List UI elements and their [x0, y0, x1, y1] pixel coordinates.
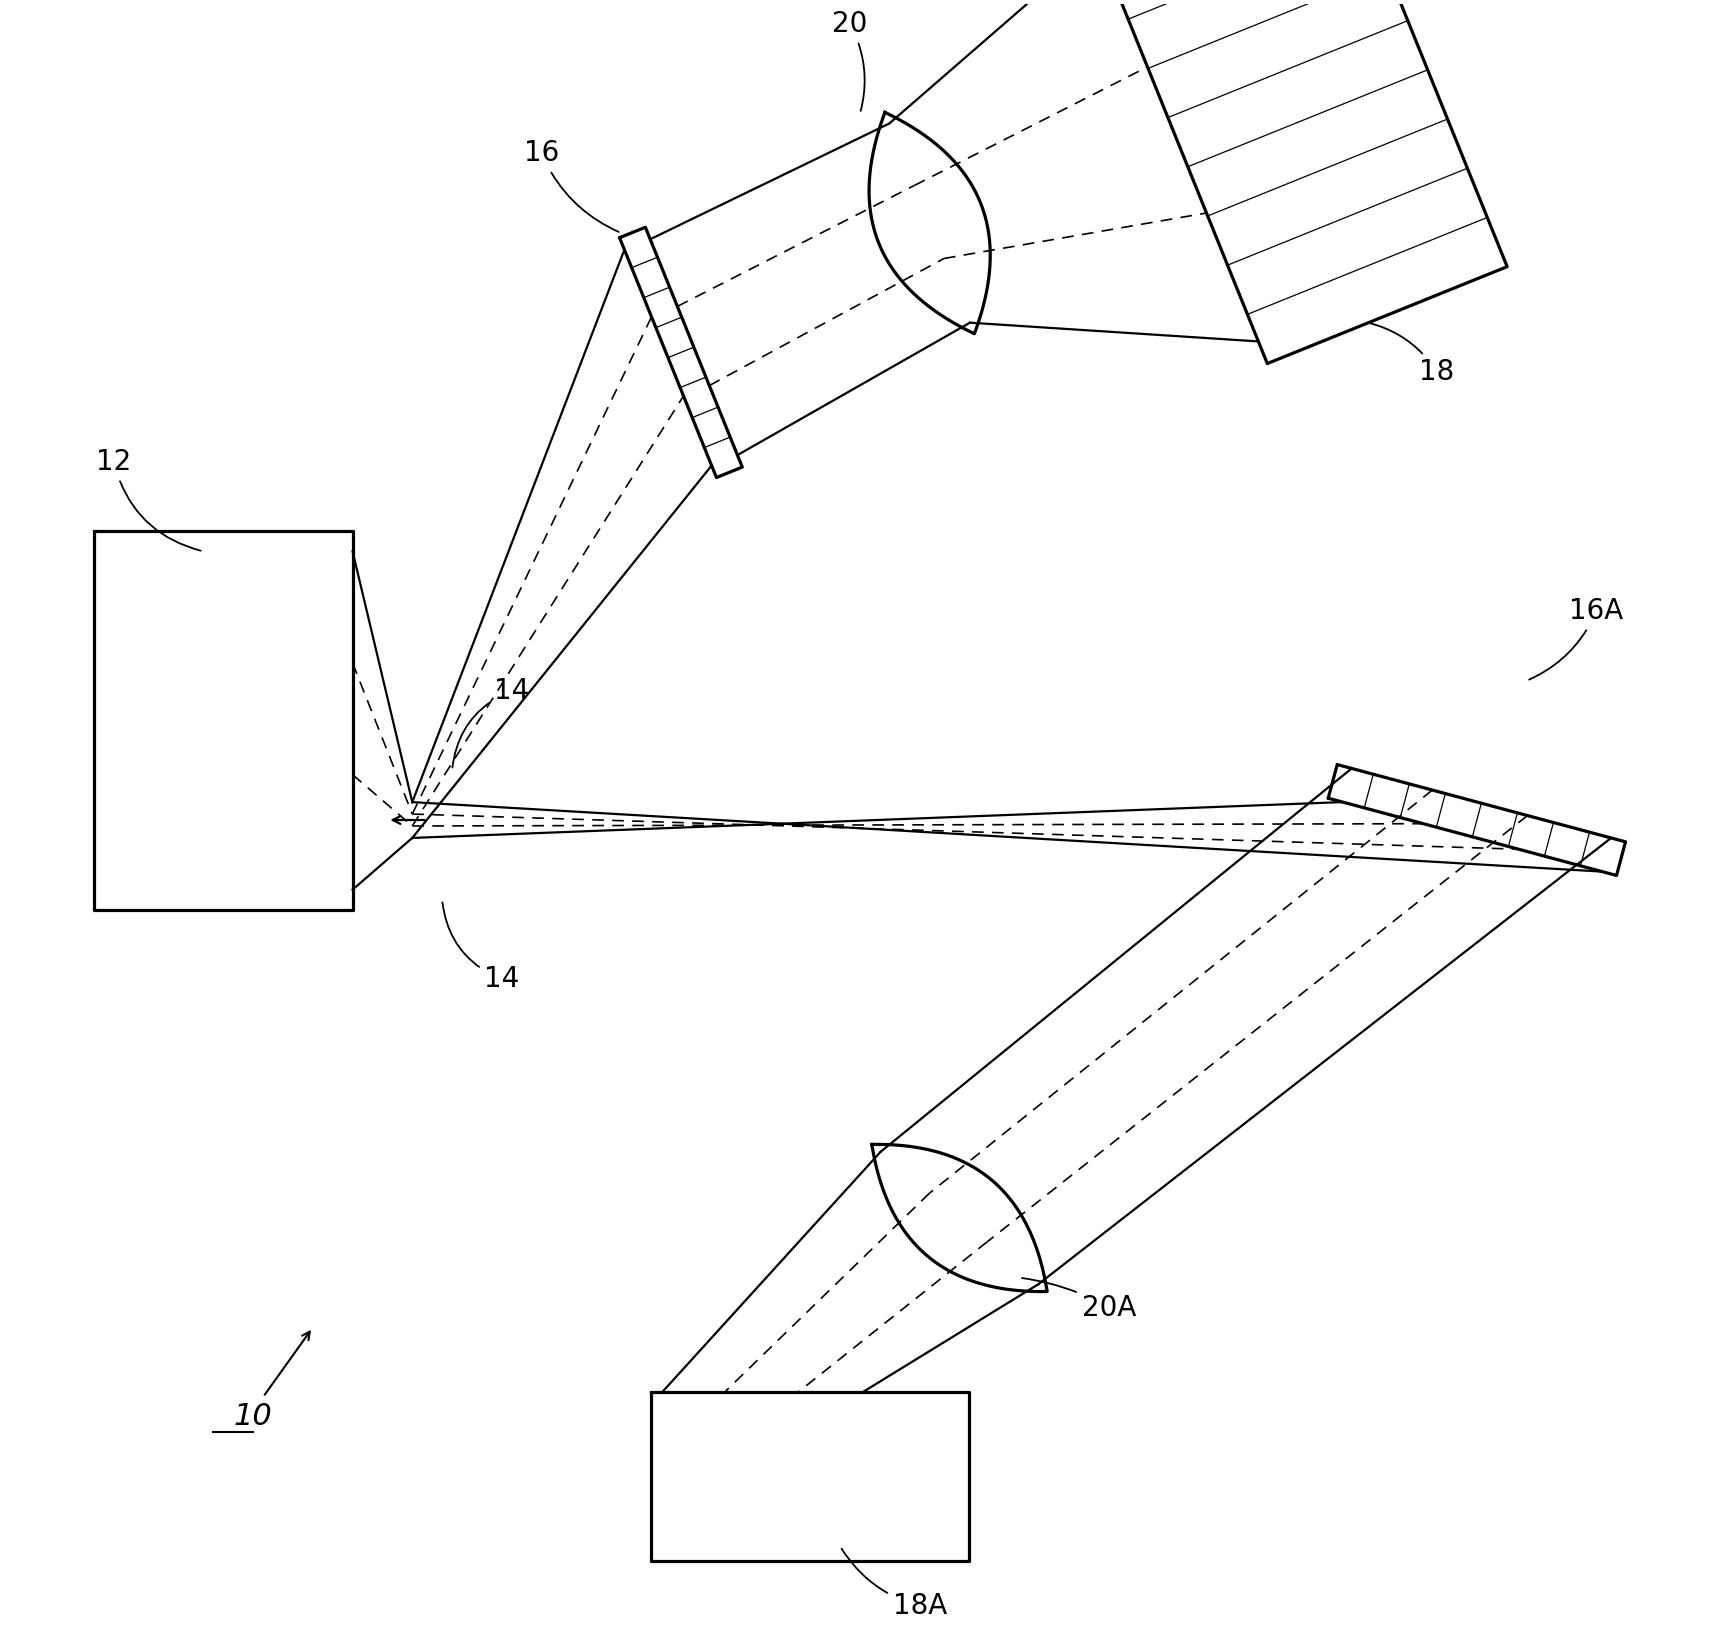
Text: 14: 14 [453, 677, 529, 768]
Text: 20A: 20A [1022, 1278, 1135, 1321]
Text: 18: 18 [1370, 323, 1454, 387]
Text: 20: 20 [832, 10, 868, 110]
Text: 18A: 18A [841, 1548, 948, 1621]
Text: 12: 12 [96, 448, 200, 550]
Text: 10: 10 [234, 1403, 272, 1431]
Text: 16: 16 [524, 140, 619, 232]
Text: 16A: 16A [1528, 598, 1623, 680]
Text: 14: 14 [443, 903, 519, 993]
